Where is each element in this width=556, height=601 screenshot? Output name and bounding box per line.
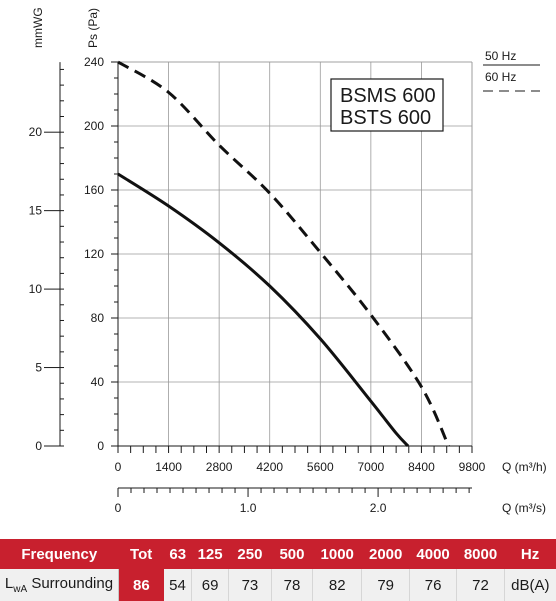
- band-header: 1000: [312, 539, 362, 569]
- series-50hz-curve: [117, 172, 410, 448]
- fan-curve-chart: 0 1400 2800 4200 5600 7000 8400 9800 0 40 80 120 160…: [29, 7, 547, 515]
- y-tick-label: 40: [91, 375, 105, 389]
- band-header: 500: [271, 539, 313, 569]
- x-axis-title: Q (m³/h): [502, 460, 547, 474]
- model-label-box: BSMS 600 BSTS 600: [330, 78, 444, 132]
- y-tick-label: 200: [84, 119, 104, 133]
- y2-tick-label: 0: [35, 439, 42, 453]
- band-value: 69: [191, 569, 229, 601]
- band-value: 73: [227, 569, 272, 601]
- x-tick-label: 7000: [358, 460, 385, 474]
- legend-50hz-label: 50 Hz: [485, 49, 516, 63]
- y-tick-label: 160: [84, 183, 104, 197]
- tot-header: Tot: [118, 539, 164, 569]
- y2-tick-label: 20: [29, 125, 43, 139]
- frequency-header-row: Frequency Tot 63 125 250 500 1000 2000 4…: [0, 539, 556, 569]
- axes: 0 1400 2800 4200 5600 7000 8400 9800 0 40 80 120 160…: [29, 55, 486, 515]
- band-value: 54: [163, 569, 192, 601]
- band-value: 76: [408, 569, 457, 601]
- x2-tick-label: 0: [115, 501, 122, 515]
- band-value: 82: [311, 569, 362, 601]
- band-header: 8000: [456, 539, 505, 569]
- legend-60hz-label: 60 Hz: [485, 70, 516, 84]
- y2-axis-title: mmWG: [31, 7, 45, 48]
- unit-value: dB(A): [503, 569, 556, 601]
- x-tick-label: 5600: [307, 460, 334, 474]
- y-tick-label: 0: [97, 439, 104, 453]
- band-header: 125: [191, 539, 229, 569]
- x-tick-label: 1400: [155, 460, 182, 474]
- performance-curves: [117, 60, 450, 448]
- x2-axis-title: Q (m³/s): [502, 501, 546, 515]
- x-tick-label: 8400: [408, 460, 435, 474]
- band-value: 79: [361, 569, 410, 601]
- y-tick-label: 80: [91, 311, 105, 325]
- series-60hz-curve: [117, 60, 450, 447]
- surrounding-row: LwA Surrounding 86 54 69 73 78 82 79 76 …: [0, 569, 556, 601]
- x-tick-label: 9800: [459, 460, 486, 474]
- y2-tick-label: 15: [29, 204, 43, 218]
- y-tick-label: 120: [84, 247, 104, 261]
- x-tick-label: 0: [115, 460, 122, 474]
- y-axis-title: Ps (Pa): [86, 8, 100, 48]
- y-tick-label: 240: [84, 55, 104, 69]
- unit-header: Hz: [504, 539, 556, 569]
- x-tick-label: 4200: [256, 460, 283, 474]
- x2-tick-label: 2.0: [370, 501, 387, 515]
- band-header: 2000: [361, 539, 410, 569]
- x-tick-label: 2800: [206, 460, 233, 474]
- band-value: 72: [456, 569, 505, 601]
- model-label-1: BSMS 600: [340, 85, 436, 107]
- band-header: 4000: [409, 539, 457, 569]
- y2-tick-label: 10: [29, 282, 43, 296]
- model-label-2: BSTS 600: [340, 107, 431, 129]
- frequency-label: Frequency: [0, 539, 119, 569]
- band-header: 250: [228, 539, 272, 569]
- tot-value: 86: [118, 569, 164, 601]
- band-value: 78: [270, 569, 313, 601]
- frequency-legend: 50 Hz 60 Hz: [483, 49, 540, 92]
- lwa-label: LwA Surrounding: [0, 569, 120, 601]
- x2-tick-label: 1.0: [240, 501, 257, 515]
- sound-power-table: Frequency Tot 63 125 250 500 1000 2000 4…: [0, 539, 556, 601]
- band-header: 63: [163, 539, 192, 569]
- y2-tick-label: 5: [35, 361, 42, 375]
